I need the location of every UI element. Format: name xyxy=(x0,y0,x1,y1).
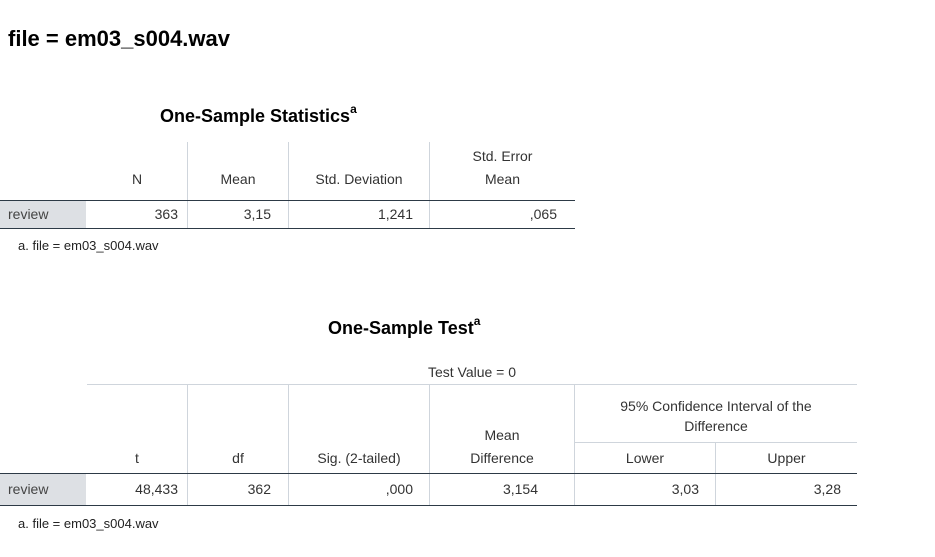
stats-grid-line xyxy=(288,201,289,228)
stats-col-std-error-line1: Std. Error xyxy=(472,148,533,164)
stats-value-n: 363 xyxy=(154,206,178,222)
test-col-sig: Sig. (2-tailed) xyxy=(317,450,401,466)
stats-row-label: review xyxy=(8,206,49,222)
stats-row-header: review xyxy=(0,201,86,228)
test-footnote: a. file = em03_s004.wav xyxy=(18,516,159,531)
test-grid-line xyxy=(429,385,430,473)
test-header-rule xyxy=(0,473,857,474)
stats-grid-line xyxy=(288,142,289,200)
stats-value-std-deviation: 1,241 xyxy=(377,206,413,222)
stats-col-std-deviation: Std. Deviation xyxy=(315,171,403,187)
page-heading: file = em03_s004.wav xyxy=(8,26,230,51)
test-ci-header-line1: 95% Confidence Interval of the xyxy=(620,398,812,414)
stats-header-rule xyxy=(0,200,575,201)
stats-footnote: a. file = em03_s004.wav xyxy=(18,238,159,253)
test-grid-line xyxy=(187,474,188,505)
stats-value-std-error: ,065 xyxy=(529,206,557,222)
test-title-text: One-Sample Test xyxy=(328,318,474,338)
stats-title-text: One-Sample Statistics xyxy=(160,106,351,126)
test-grid-line xyxy=(187,385,188,473)
test-row-header: review xyxy=(0,474,86,505)
test-value-header: Test Value = 0 xyxy=(427,364,517,380)
stats-table-title: One-Sample Statisticsa xyxy=(160,102,357,127)
test-grid-line xyxy=(715,443,716,473)
test-ci-header-line2: Difference xyxy=(684,418,748,434)
test-col-upper: Upper xyxy=(767,450,806,466)
test-col-lower: Lower xyxy=(625,450,665,466)
test-col-mean-diff-line2: Difference xyxy=(470,450,534,466)
stats-grid-line xyxy=(187,201,188,228)
test-bottom-rule xyxy=(0,505,857,506)
stats-col-n: N xyxy=(131,171,143,187)
test-title-footnote-marker: a xyxy=(473,314,481,328)
stats-col-mean: Mean xyxy=(220,171,256,187)
stats-bottom-rule xyxy=(0,228,575,229)
stats-value-mean: 3,15 xyxy=(243,206,271,222)
test-grid-line xyxy=(574,385,575,473)
test-col-t: t xyxy=(135,450,139,466)
test-table-title: One-Sample Testa xyxy=(328,314,481,339)
test-value-df: 362 xyxy=(247,481,271,497)
stats-grid-line xyxy=(429,201,430,228)
test-grid-line xyxy=(715,474,716,505)
test-value-rule xyxy=(87,384,857,385)
test-grid-line xyxy=(288,385,289,473)
test-value-lower: 3,03 xyxy=(671,481,699,497)
test-value-sig: ,000 xyxy=(385,481,413,497)
test-col-mean-diff-line1: Mean xyxy=(484,427,520,443)
test-grid-line xyxy=(574,474,575,505)
stats-col-std-error-line2: Mean xyxy=(484,171,521,187)
test-grid-line xyxy=(288,474,289,505)
stats-grid-line xyxy=(429,142,430,200)
test-col-df: df xyxy=(232,450,244,466)
test-value-mean-diff: 3,154 xyxy=(502,481,538,497)
stats-grid-line xyxy=(187,142,188,200)
test-value-t: 48,433 xyxy=(135,481,178,497)
test-value-upper: 3,28 xyxy=(813,481,841,497)
test-row-label: review xyxy=(8,481,49,497)
test-ci-rule xyxy=(575,442,857,443)
stats-title-footnote-marker: a xyxy=(350,102,357,116)
test-grid-line xyxy=(429,474,430,505)
